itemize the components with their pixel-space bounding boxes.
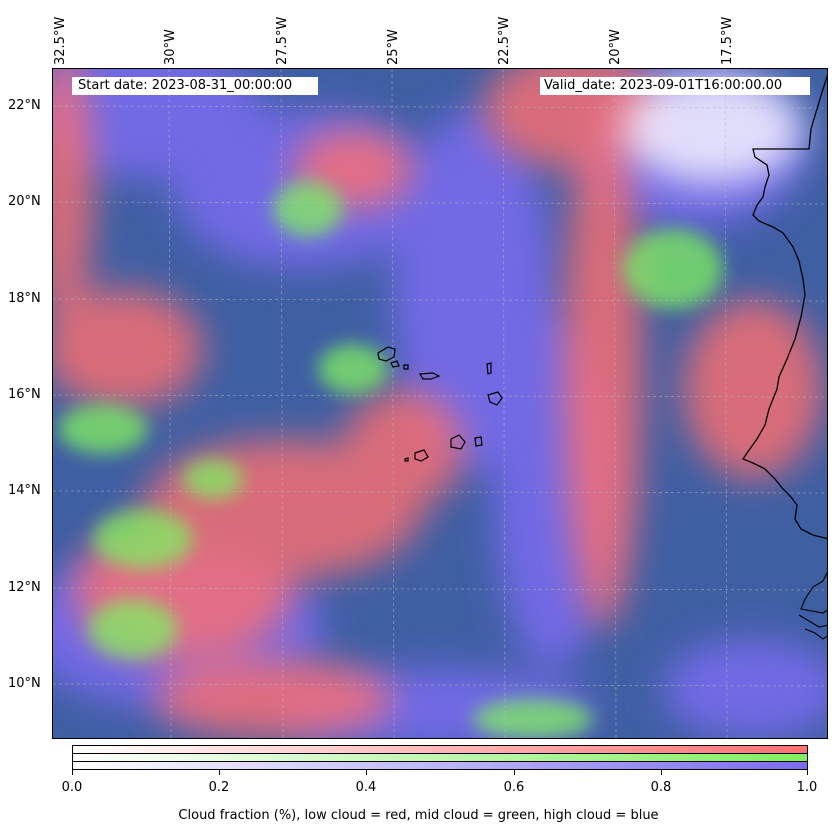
lat-label: 18°N — [8, 291, 41, 306]
island — [487, 391, 503, 406]
colorbar-high-cloud-row — [73, 762, 807, 769]
lon-label: 27.5°W — [275, 16, 290, 65]
start-date-label: Start date: 2023-08-31_00:00:00 — [72, 77, 318, 95]
africa-coastline-south — [798, 571, 827, 640]
map-canvas — [53, 69, 827, 738]
cloud-fraction-map[interactable] — [52, 68, 828, 739]
lon-label: 30°W — [163, 29, 178, 65]
colorbar-tick-label: 0.8 — [650, 780, 672, 795]
colorbar-tick-label: 0.4 — [355, 780, 377, 795]
colorbar-tick-label: 0.2 — [208, 780, 230, 795]
meridian — [280, 69, 284, 738]
africa-coastline — [742, 74, 827, 540]
meridian — [613, 69, 617, 738]
lat-label: 12°N — [8, 580, 41, 595]
lon-label: 17.5°W — [720, 16, 735, 65]
mid-cloud-layer — [58, 181, 723, 738]
lon-label: 25°W — [386, 29, 401, 65]
lat-label: 16°N — [8, 387, 41, 402]
colorbar — [72, 745, 808, 770]
colorbar-tickmark — [807, 770, 808, 775]
island — [450, 434, 466, 450]
island — [418, 372, 441, 380]
meridian — [502, 69, 506, 738]
colorbar-tick-label: 0.6 — [503, 780, 525, 795]
gridlines — [53, 69, 827, 738]
island — [390, 360, 400, 368]
island — [414, 449, 429, 462]
colorbar-tick-label: 0.0 — [61, 780, 83, 795]
colorbar-low-cloud-row — [73, 746, 807, 754]
colorbar-tickmark — [72, 770, 73, 775]
meridian — [168, 69, 172, 738]
cape-verde-islands — [377, 346, 503, 462]
lon-label: 22.5°W — [497, 16, 512, 65]
meridian — [391, 69, 395, 738]
colorbar-tickmark — [366, 770, 367, 775]
island — [403, 364, 409, 370]
colorbar-mid-cloud-row — [73, 754, 807, 762]
lon-label: 32.5°W — [53, 16, 68, 65]
colorbar-tick-label: 1.0 — [796, 780, 818, 795]
island — [486, 362, 492, 375]
colorbar-tickmark — [661, 770, 662, 775]
valid-date-label: Valid_date: 2023-09-01T16:00:00.00 — [540, 77, 810, 95]
colorbar-tickmark — [219, 770, 220, 775]
colorbar-tickmark — [514, 770, 515, 775]
bright-cloud-patch — [623, 74, 803, 184]
lat-label: 20°N — [8, 194, 41, 209]
colorbar-label: Cloud fraction (%), low cloud = red, mid… — [178, 808, 659, 823]
island — [474, 436, 483, 447]
lat-label: 14°N — [8, 483, 41, 498]
lat-label: 10°N — [8, 676, 41, 691]
lat-label: 22°N — [8, 98, 41, 113]
island — [377, 346, 396, 362]
island — [404, 457, 409, 462]
meridian — [724, 69, 728, 738]
lon-label: 20°W — [608, 29, 623, 65]
